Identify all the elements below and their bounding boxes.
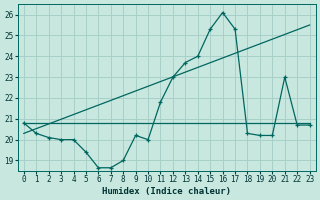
- X-axis label: Humidex (Indice chaleur): Humidex (Indice chaleur): [102, 187, 231, 196]
